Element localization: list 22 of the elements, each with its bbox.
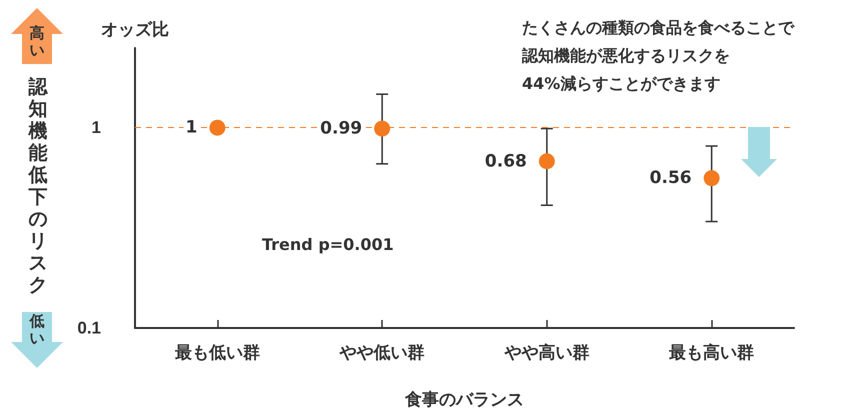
data-label: 0.99 <box>320 118 362 139</box>
annotation: Trend p=0.001 <box>262 235 394 254</box>
text: 高い <box>28 24 46 59</box>
annotation: 認知機能が悪化するリスクを <box>522 46 730 67</box>
x-axis-title: 食事のバランス <box>404 390 524 409</box>
point <box>538 153 555 170</box>
x-tick-label: 最も高い群 <box>668 343 754 362</box>
point <box>704 170 720 186</box>
point <box>209 120 226 136</box>
annotation: 44%減らすことができます <box>522 74 720 95</box>
x-tick-label: やや高い群 <box>503 343 590 362</box>
text: たくさんの種類の食品を食べることで <box>522 18 794 39</box>
data-label: 1 <box>186 118 198 138</box>
x-tick-label: 最も低い群 <box>174 343 260 362</box>
text: 認知機能低下のリスク <box>28 76 48 296</box>
y-tick-label: 0.1 <box>77 318 101 338</box>
text: 低い <box>28 312 46 347</box>
point <box>374 120 390 137</box>
data-label: 0.56 <box>650 168 692 188</box>
x-tick-label: やや低い群 <box>338 343 425 362</box>
y-axis-title: オッズ比 <box>101 20 169 39</box>
data-label: 0.68 <box>484 151 527 172</box>
